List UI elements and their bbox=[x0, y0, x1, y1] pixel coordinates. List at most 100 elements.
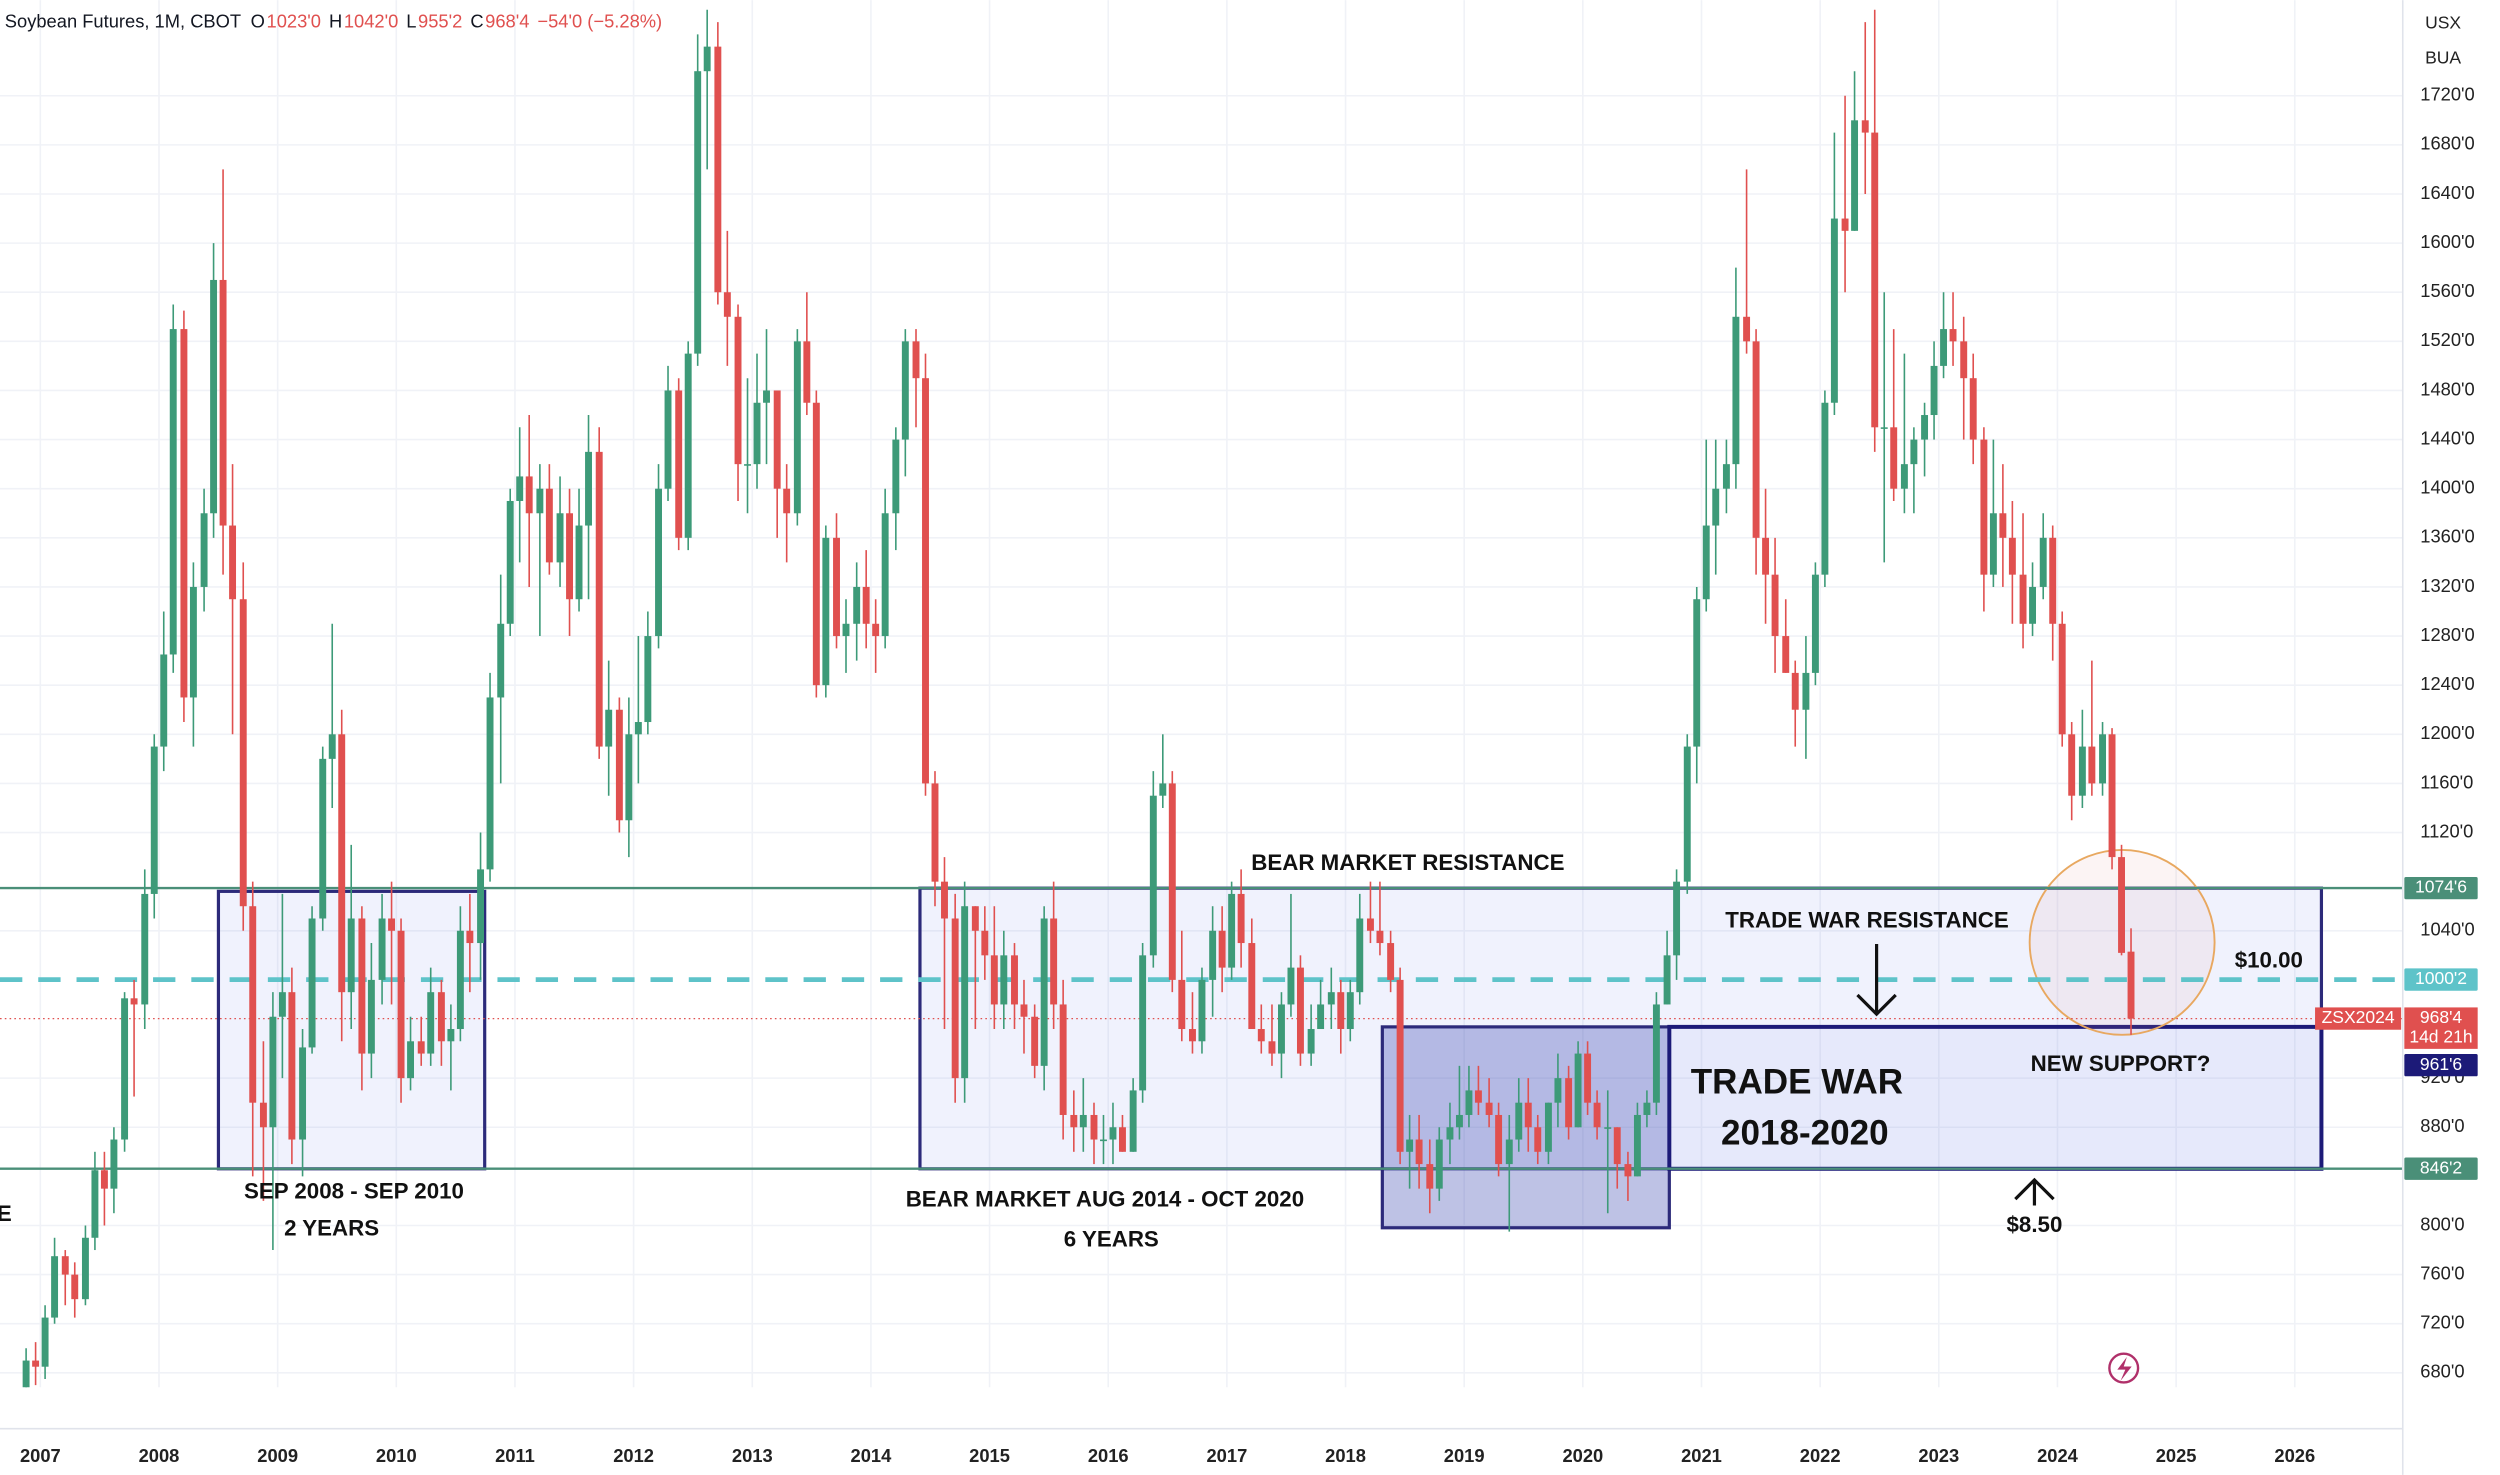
candle-body bbox=[644, 636, 652, 723]
annotation: E bbox=[0, 1201, 12, 1226]
candle-body bbox=[2058, 623, 2066, 735]
candle-body bbox=[1722, 464, 1730, 489]
candle-body bbox=[1406, 1139, 1414, 1152]
candle-body bbox=[1989, 513, 1997, 575]
candle-body bbox=[605, 709, 613, 747]
candle-body bbox=[200, 513, 208, 587]
candle-body bbox=[1228, 893, 1236, 968]
candle-body bbox=[1633, 1114, 1641, 1177]
arrow-up bbox=[2014, 1177, 2055, 1206]
y-tick-label: 760'0 bbox=[2420, 1262, 2464, 1283]
candle-body bbox=[1515, 1102, 1523, 1140]
candle-body bbox=[319, 758, 327, 919]
candle-body bbox=[1900, 464, 1908, 489]
candle-body bbox=[288, 992, 296, 1140]
icon-ring[interactable] bbox=[2108, 1352, 2140, 1384]
x-tick-label: 2019 bbox=[1444, 1445, 1485, 1466]
box-trade-war bbox=[1380, 1025, 1671, 1230]
candle-body bbox=[100, 1170, 108, 1189]
candle-body bbox=[447, 1029, 455, 1042]
candle-body bbox=[1771, 574, 1779, 637]
annotation: $8.50 bbox=[2007, 1212, 2063, 1237]
candle-body bbox=[1040, 918, 1048, 1066]
candle-body bbox=[1168, 783, 1176, 980]
annotation: SEP 2008 - SEP 2010 bbox=[244, 1179, 464, 1204]
candle-body bbox=[773, 390, 781, 489]
y-tick-label: 1400'0 bbox=[2420, 477, 2474, 498]
candle-body bbox=[990, 955, 998, 1005]
last-price-tag-bg bbox=[2404, 1007, 2478, 1049]
candle-body bbox=[1426, 1164, 1434, 1189]
candle-body bbox=[545, 488, 553, 563]
box-level-tag-bg bbox=[2404, 1053, 2478, 1077]
candle-body bbox=[1100, 1139, 1107, 1142]
y-tick-label: 1680'0 bbox=[2420, 133, 2474, 154]
candle-body bbox=[456, 930, 464, 1030]
candle-body bbox=[901, 341, 909, 440]
y-tick-label: 1200'0 bbox=[2420, 722, 2474, 743]
candle-body bbox=[466, 930, 474, 944]
candle-body bbox=[961, 906, 969, 1079]
y-tick-label: 680'0 bbox=[2420, 1361, 2464, 1382]
candle-body bbox=[1910, 439, 1918, 465]
candle-body bbox=[1396, 979, 1404, 1152]
level-tag-bg bbox=[2404, 1157, 2478, 1180]
candle-body bbox=[2127, 951, 2135, 1019]
candle-body bbox=[130, 998, 138, 1005]
arrow-down bbox=[1856, 943, 1897, 1017]
candle-body bbox=[160, 654, 168, 747]
candle-body bbox=[1465, 1090, 1473, 1115]
candle-body bbox=[1149, 795, 1157, 956]
candle-body bbox=[1090, 1114, 1098, 1140]
ohlc-value: 1023'0 bbox=[267, 10, 321, 31]
x-tick-label: 2026 bbox=[2274, 1445, 2315, 1466]
unit-button[interactable]: BUA bbox=[2425, 48, 2461, 68]
candle-body bbox=[1821, 402, 1829, 575]
candle-body bbox=[1960, 341, 1968, 379]
x-tick-label: 2013 bbox=[732, 1445, 773, 1466]
x-tick-label: 2010 bbox=[376, 1445, 417, 1466]
candle-body bbox=[2029, 586, 2037, 624]
box-level-tag: 961'6 bbox=[2420, 1054, 2462, 1074]
candle-body bbox=[1031, 1016, 1039, 1066]
candle-body bbox=[299, 1047, 307, 1140]
candle-body bbox=[625, 734, 633, 821]
candle-body bbox=[1307, 1029, 1315, 1054]
candle-body bbox=[180, 329, 188, 698]
candle-body bbox=[1652, 1004, 1660, 1103]
replay-icon[interactable] bbox=[2108, 1352, 2140, 1384]
candle-body bbox=[556, 513, 564, 563]
candle-body bbox=[1534, 1127, 1542, 1152]
candle-body bbox=[931, 783, 939, 882]
candle-body bbox=[1851, 120, 1859, 231]
change: −54'0 (−5.28%) bbox=[537, 10, 662, 31]
candle-body bbox=[150, 746, 158, 894]
candle-body bbox=[1178, 979, 1186, 1030]
x-tick-label: 2014 bbox=[851, 1445, 893, 1466]
candle-body bbox=[1159, 783, 1167, 796]
candle-body bbox=[210, 279, 218, 514]
annotation: $10.00 bbox=[2235, 947, 2303, 972]
candle-body bbox=[763, 390, 770, 403]
candle-body bbox=[2049, 537, 2057, 624]
unit-button[interactable]: USX bbox=[2425, 13, 2461, 33]
candle-body bbox=[1752, 341, 1760, 538]
x-tick-label: 2016 bbox=[1088, 1445, 1129, 1466]
candle-body bbox=[1712, 488, 1720, 526]
candle-body bbox=[1969, 378, 1977, 440]
candle-body bbox=[2108, 734, 2116, 858]
candle-body bbox=[229, 525, 237, 600]
ohlc-key: L bbox=[406, 10, 416, 31]
ohlc-key: H bbox=[329, 10, 342, 31]
candle-body bbox=[1346, 992, 1354, 1030]
candle-body bbox=[308, 918, 316, 1048]
candle-body bbox=[497, 623, 505, 698]
header: Soybean Futures, 1M, CBOT O 1023'0 H 1042'0 L… bbox=[5, 10, 662, 31]
ohlc-value: 955'2 bbox=[418, 10, 462, 31]
icon-bolt[interactable] bbox=[2117, 1356, 2132, 1381]
candle-body bbox=[566, 513, 573, 600]
candle-body bbox=[1613, 1127, 1621, 1165]
candle-body bbox=[803, 341, 811, 403]
